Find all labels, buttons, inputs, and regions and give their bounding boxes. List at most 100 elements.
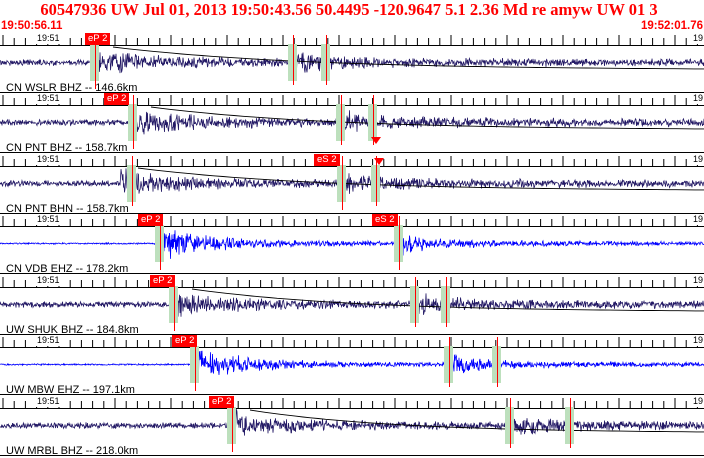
phase-pick-line[interactable] (133, 95, 134, 149)
trace-panel[interactable]: 19:51 19 eP 2 UW MBW EHZ -- 197.1km (0, 335, 704, 396)
secondary-pick-line[interactable] (293, 35, 294, 85)
phase-pick-label[interactable]: eP 2 (150, 275, 176, 287)
pick-marker-triangle[interactable] (374, 158, 384, 165)
secondary-pick-band (441, 286, 450, 323)
waveform[interactable] (0, 225, 704, 262)
station-channel-label: CN PNT BHZ -- 158.7km (6, 142, 128, 154)
phase-pick-band (169, 286, 178, 323)
phase-pick-line[interactable] (174, 277, 175, 331)
trace-panel[interactable]: 19:51 19 eS 2 CN PNT BHN -- 158.7km (0, 154, 704, 215)
phase-pick-label[interactable]: eS 2 (314, 154, 340, 166)
trace-time-axis (0, 154, 704, 167)
trace-panel[interactable]: 19:51 19 eP 2 CN WSLR BHZ -- 146.6km (0, 33, 704, 94)
secondary-pick-line[interactable] (376, 156, 377, 206)
phase-pick-label[interactable]: eS 2 (372, 214, 398, 226)
secondary-pick-line[interactable] (570, 398, 571, 448)
secondary-pick-band (371, 165, 380, 202)
secondary-pick-band (336, 104, 345, 141)
panel-divider (0, 152, 704, 153)
secondary-pick-line[interactable] (341, 95, 342, 145)
station-channel-label: CN PNT BHN -- 158.7km (6, 203, 129, 215)
axis-tick-label-left: 19:51 (36, 335, 61, 346)
axis-tick-label-right: 19 (691, 93, 704, 104)
secondary-pick-line[interactable] (373, 95, 374, 145)
secondary-pick-line[interactable] (132, 156, 133, 206)
event-header-title: 60547936 UW Jul 01, 2013 19:50:43.56 50.… (40, 0, 658, 19)
phase-pick-line[interactable] (95, 35, 96, 89)
phase-pick-label[interactable]: eP 2 (138, 214, 164, 226)
secondary-pick-band (410, 286, 419, 323)
waveform[interactable] (0, 346, 704, 383)
phase-pick-label[interactable]: eP 2 (209, 396, 235, 408)
phase-pick-label[interactable]: eP 2 (172, 335, 198, 347)
window-start-time: 19:50:56.11 (1, 20, 63, 32)
secondary-pick-line[interactable] (510, 398, 511, 448)
phase-pick-line[interactable] (342, 156, 343, 210)
secondary-pick-band (565, 407, 574, 444)
phase-pick-line[interactable] (195, 337, 196, 391)
secondary-pick-band (492, 346, 501, 383)
axis-tick-label-right: 19 (691, 214, 704, 225)
phase-pick-band (394, 225, 403, 262)
secondary-pick-band (444, 346, 453, 383)
axis-tick-label-left: 19:51 (36, 33, 61, 44)
phase-pick-label[interactable]: eP 2 (85, 33, 111, 45)
axis-tick-label-left: 19:51 (36, 275, 61, 286)
waveform[interactable] (0, 104, 704, 141)
panel-divider (0, 334, 704, 335)
secondary-pick-line[interactable] (497, 337, 498, 387)
trace-time-axis (0, 275, 704, 288)
phase-pick-band (128, 104, 137, 141)
secondary-pick-band (505, 407, 514, 444)
panel-divider (0, 394, 704, 395)
waveform[interactable] (0, 44, 704, 81)
waveform[interactable] (0, 165, 704, 202)
phase-pick-band (337, 165, 346, 202)
phase-pick-band (190, 346, 199, 383)
axis-tick-label-right: 19 (691, 154, 704, 165)
waveform[interactable] (0, 286, 704, 323)
panel-divider (0, 213, 704, 214)
secondary-pick-band (288, 44, 297, 81)
secondary-pick-line[interactable] (446, 277, 447, 327)
waveform[interactable] (0, 407, 704, 444)
secondary-pick-line[interactable] (415, 277, 416, 327)
secondary-pick-band (368, 104, 377, 141)
station-channel-label: UW MRBL BHZ -- 218.0km (6, 445, 139, 457)
trace-time-axis (0, 214, 704, 227)
station-channel-label: CN VDB EHZ -- 178.2km (6, 263, 129, 275)
station-channel-label: CN WSLR BHZ -- 146.6km (6, 82, 138, 94)
trace-panel[interactable]: 19:51 19 eP 2 CN PNT BHZ -- 158.7km (0, 93, 704, 154)
trace-time-axis (0, 93, 704, 106)
axis-tick-label-left: 19:51 (36, 154, 61, 165)
trace-panel[interactable]: 19:51 19 eP 2 UW MRBL BHZ -- 218.0km (0, 396, 704, 457)
trace-time-axis (0, 396, 704, 409)
secondary-pick-band (321, 44, 330, 81)
axis-tick-label-left: 19:51 (36, 214, 61, 225)
axis-tick-label-left: 19:51 (36, 396, 61, 407)
phase-pick-line[interactable] (160, 216, 161, 270)
phase-pick-band (155, 225, 164, 262)
axis-tick-label-right: 19 (691, 33, 704, 44)
secondary-pick-line[interactable] (326, 35, 327, 85)
panel-divider (0, 273, 704, 274)
trace-panel[interactable]: 19:51 19 eP 2 UW SHUK BHZ -- 184.8km (0, 275, 704, 336)
phase-pick-line[interactable] (399, 216, 400, 270)
trace-time-axis (0, 335, 704, 348)
trace-panel[interactable]: 19:51 19 eP 2 eS 2 CN VDB EHZ -- 178.2km (0, 214, 704, 275)
axis-tick-label-right: 19 (691, 396, 704, 407)
window-end-time: 19:52:01.76 (640, 20, 703, 32)
secondary-pick-band (127, 165, 136, 202)
axis-tick-label-left: 19:51 (36, 93, 61, 104)
pick-marker-triangle[interactable] (371, 137, 381, 144)
station-channel-label: UW SHUK BHZ -- 184.8km (6, 324, 139, 336)
panel-divider (0, 455, 704, 456)
phase-pick-band (90, 44, 99, 81)
axis-tick-label-right: 19 (691, 275, 704, 286)
phase-pick-label[interactable]: eP 2 (104, 93, 130, 105)
secondary-pick-line[interactable] (449, 337, 450, 387)
phase-pick-band (227, 407, 236, 444)
axis-tick-label-right: 19 (691, 335, 704, 346)
phase-pick-line[interactable] (232, 398, 233, 452)
